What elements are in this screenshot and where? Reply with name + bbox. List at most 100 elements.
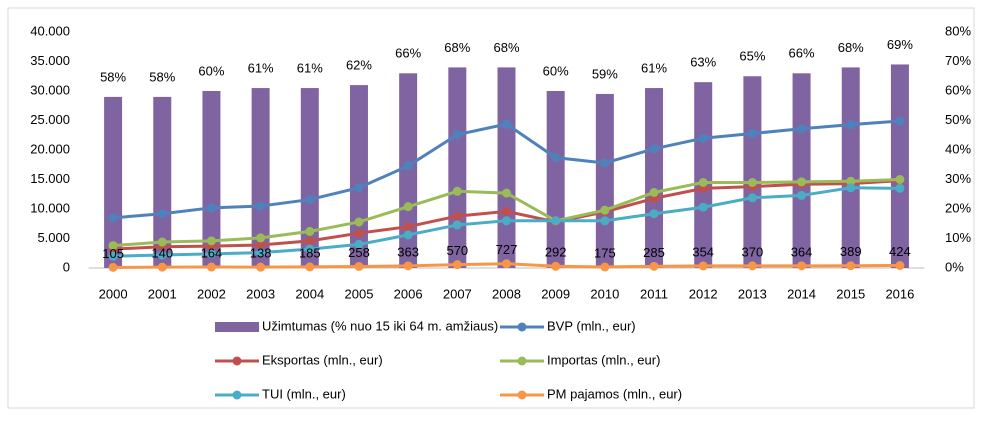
bar-value-label: 68%: [838, 40, 864, 55]
line-marker: [502, 119, 511, 129]
line-marker: [895, 260, 905, 270]
bar-value-label: 61%: [641, 60, 667, 75]
line-value-label: 138: [250, 246, 272, 261]
bar: [792, 73, 811, 268]
y2-tick-label: 80%: [945, 23, 971, 38]
x-tick-label: 2000: [99, 286, 128, 301]
line-marker: [551, 153, 561, 163]
line-marker: [747, 193, 757, 203]
line-value-label: 354: [692, 244, 714, 259]
line-marker: [797, 177, 807, 187]
line-marker: [797, 190, 807, 200]
legend-marker: [517, 322, 527, 332]
line-marker: [600, 262, 610, 272]
line-marker: [747, 177, 757, 187]
line-value-label: 285: [643, 245, 665, 260]
y2-tick-label: 70%: [945, 53, 971, 68]
y-tick-label: 10.000: [30, 200, 70, 215]
line-marker: [305, 195, 315, 205]
y2-tick-label: 40%: [945, 141, 971, 156]
y2-tick-label: 60%: [945, 82, 971, 97]
bar-value-label: 60%: [198, 63, 224, 78]
line-value-label: 258: [348, 245, 370, 260]
line-marker: [895, 175, 905, 184]
x-tick-label: 2010: [590, 286, 619, 301]
line-value-label: 727: [496, 242, 518, 257]
line-marker: [797, 261, 807, 271]
legend-label: BVP (mln., eur): [547, 318, 636, 333]
line-marker: [452, 260, 462, 270]
bar: [104, 96, 123, 269]
y-tick-label: 30.000: [30, 82, 70, 97]
x-tick-label: 2016: [885, 286, 914, 301]
x-tick-label: 2012: [689, 286, 718, 301]
bar: [153, 96, 172, 269]
x-tick-label: 2011: [640, 286, 668, 301]
line-marker: [206, 203, 216, 213]
line-marker: [305, 226, 315, 236]
bar-value-label: 61%: [297, 60, 323, 75]
bar-value-label: 65%: [739, 49, 765, 64]
y-tick-label: 15.000: [30, 171, 70, 186]
bar-value-label: 68%: [493, 40, 519, 55]
line-marker: [256, 240, 266, 250]
line-marker: [846, 176, 856, 186]
line-marker: [698, 202, 708, 212]
chart-frame: [7, 7, 975, 409]
bar: [694, 82, 713, 269]
legend-marker: [517, 356, 527, 366]
bar-value-label: 60%: [543, 63, 569, 78]
line-marker: [305, 244, 315, 254]
line-marker: [452, 220, 462, 230]
x-tick-label: 2001: [148, 286, 177, 301]
bar-value-label: 63%: [690, 55, 716, 70]
line-value-label: 363: [397, 244, 419, 259]
bar-value-label: 66%: [789, 46, 815, 61]
line-marker: [403, 230, 413, 240]
y2-tick-label: 30%: [945, 171, 971, 186]
line-value-label: 389: [840, 244, 862, 259]
line-value-label: 105: [102, 246, 124, 261]
legend-label: Importas (mln., eur): [547, 352, 660, 367]
bar-value-label: 69%: [887, 37, 913, 52]
line-marker: [157, 250, 167, 260]
line-marker: [649, 187, 659, 197]
bar: [202, 91, 221, 268]
line-marker: [305, 262, 315, 272]
line-marker: [747, 261, 757, 271]
line-marker: [157, 237, 167, 247]
line-marker: [649, 209, 659, 219]
line-marker: [551, 216, 561, 226]
line-value-label: 370: [742, 244, 764, 259]
line-marker: [846, 183, 856, 193]
line-marker: [747, 128, 757, 138]
y-tick-label: 0: [63, 259, 70, 274]
bar-value-label: 61%: [248, 60, 274, 75]
bar-value-label: 58%: [149, 69, 175, 84]
x-tick-label: 2007: [443, 286, 472, 301]
legend-marker: [232, 390, 242, 400]
line-marker: [797, 124, 807, 134]
line-marker: [256, 201, 266, 211]
line-marker: [502, 216, 511, 226]
legend-swatch: [215, 322, 259, 332]
x-tick-label: 2006: [394, 286, 423, 301]
line-marker: [256, 262, 266, 272]
legend-marker: [232, 356, 242, 366]
line-marker: [403, 202, 413, 212]
legend-marker: [517, 390, 527, 400]
bar: [300, 88, 319, 268]
line-marker: [502, 188, 511, 198]
line-value-label: 364: [791, 244, 813, 259]
legend-label: Užimtumas (% nuo 15 iki 64 m. amžiaus): [262, 318, 498, 333]
line-marker: [206, 262, 216, 272]
y-tick-label: 20.000: [30, 141, 70, 156]
bar: [251, 88, 270, 268]
line-marker: [108, 251, 118, 261]
line-marker: [600, 205, 610, 215]
line-marker: [403, 161, 413, 171]
line-marker: [649, 144, 659, 154]
bar: [645, 88, 664, 268]
line-marker: [600, 216, 610, 226]
